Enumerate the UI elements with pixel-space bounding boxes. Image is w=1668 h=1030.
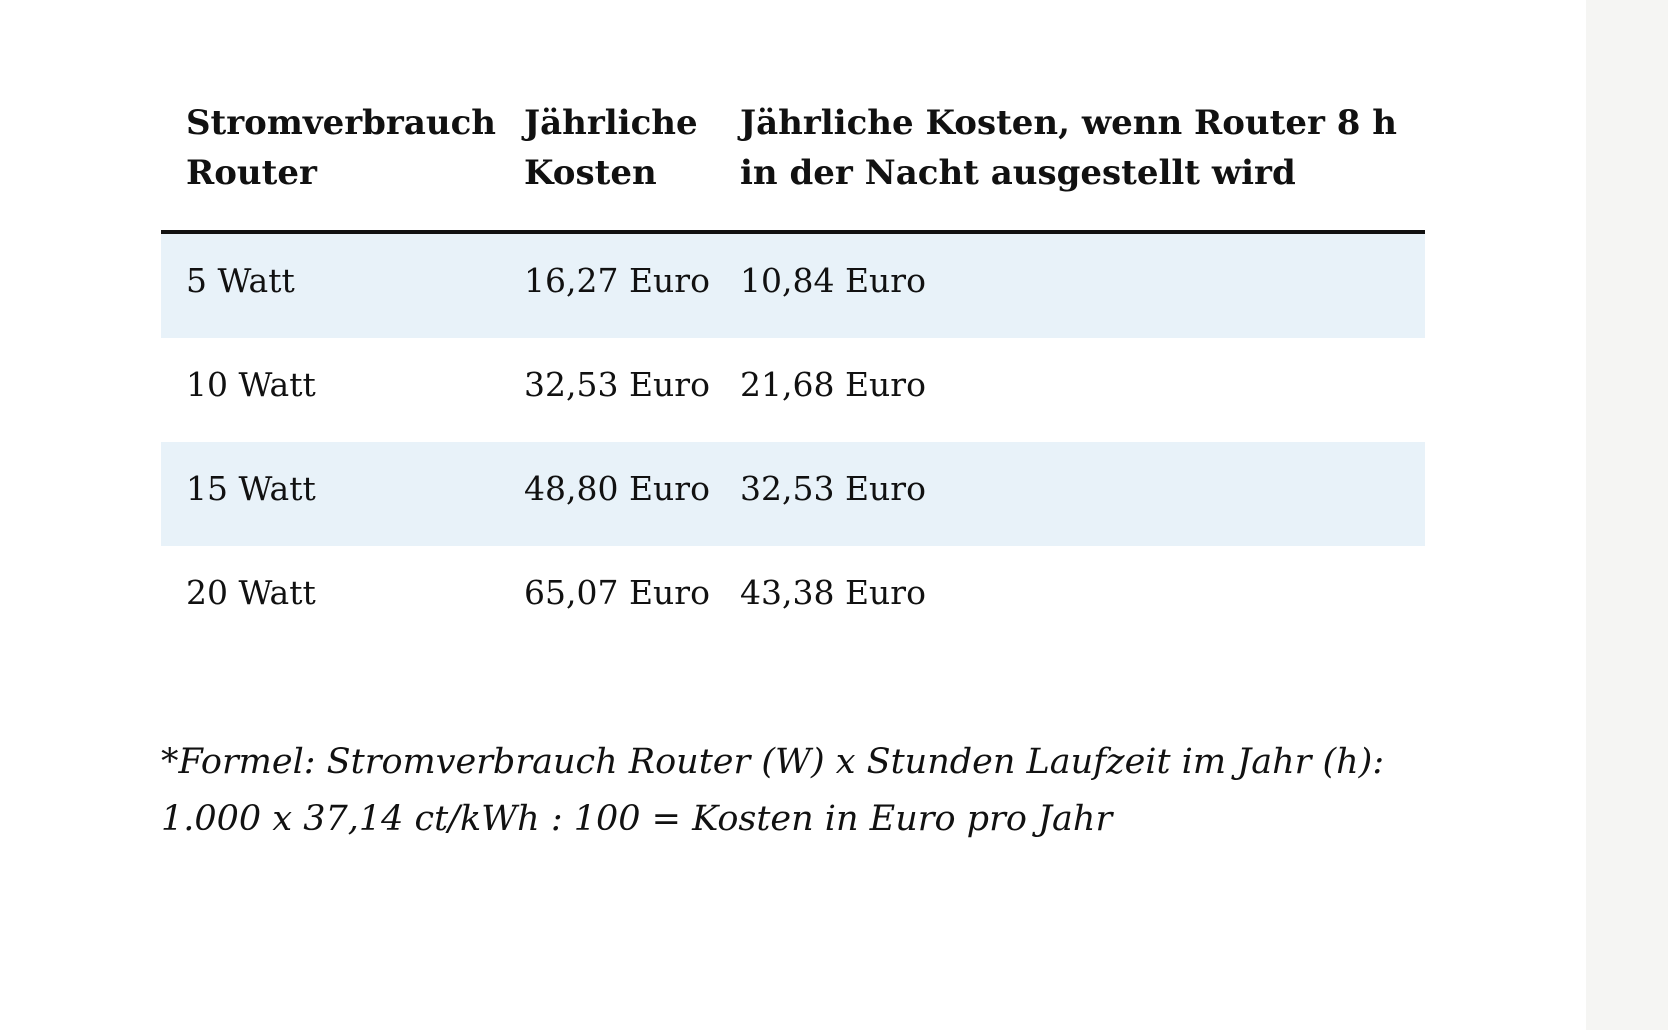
cell-annual-cost-night-off: 21,68 Euro — [740, 365, 926, 404]
cell-annual-cost: 32,53 Euro — [524, 365, 710, 404]
cell-power: 15 Watt — [161, 442, 499, 546]
table-row: 15 Watt 48,80 Euro 32,53 Euro — [161, 442, 1425, 546]
table-row: 10 Watt 32,53 Euro 21,68 Euro — [161, 338, 1425, 442]
column-header-annual-cost-night-off: Jährliche Kosten, wenn Router 8 h in der… — [715, 90, 1425, 234]
formula-footnote: *Formel: Stromverbrauch Router (W) x Stu… — [161, 742, 1385, 839]
page-side-gutter — [1586, 0, 1668, 1030]
cell-annual-cost: 16,27 Euro — [499, 232, 715, 338]
cell-annual-cost: 48,80 Euro — [499, 442, 715, 546]
cell-power: 5 Watt — [161, 232, 499, 338]
table-row: 20 Watt 65,07 Euro 43,38 Euro — [161, 546, 1425, 650]
cell-annual-cost-night-off: 32,53 Euro — [715, 442, 1425, 546]
article-content: Stromverbrauch Router Jährliche Kosten J… — [161, 90, 1425, 848]
table-row: 5 Watt 16,27 Euro 10,84 Euro — [161, 232, 1425, 338]
cell-annual-cost: 65,07 Euro — [524, 573, 710, 612]
column-header-power: Stromverbrauch Router — [161, 90, 499, 234]
router-cost-table: Stromverbrauch Router Jährliche Kosten J… — [161, 90, 1425, 650]
cell-power: 20 Watt — [186, 573, 316, 612]
cell-annual-cost-night-off: 43,38 Euro — [740, 573, 926, 612]
cell-power: 10 Watt — [186, 365, 316, 404]
cell-annual-cost-night-off: 10,84 Euro — [715, 232, 1425, 338]
table-header-row: Stromverbrauch Router Jährliche Kosten J… — [161, 90, 1425, 234]
column-header-annual-cost: Jährliche Kosten — [499, 90, 715, 234]
